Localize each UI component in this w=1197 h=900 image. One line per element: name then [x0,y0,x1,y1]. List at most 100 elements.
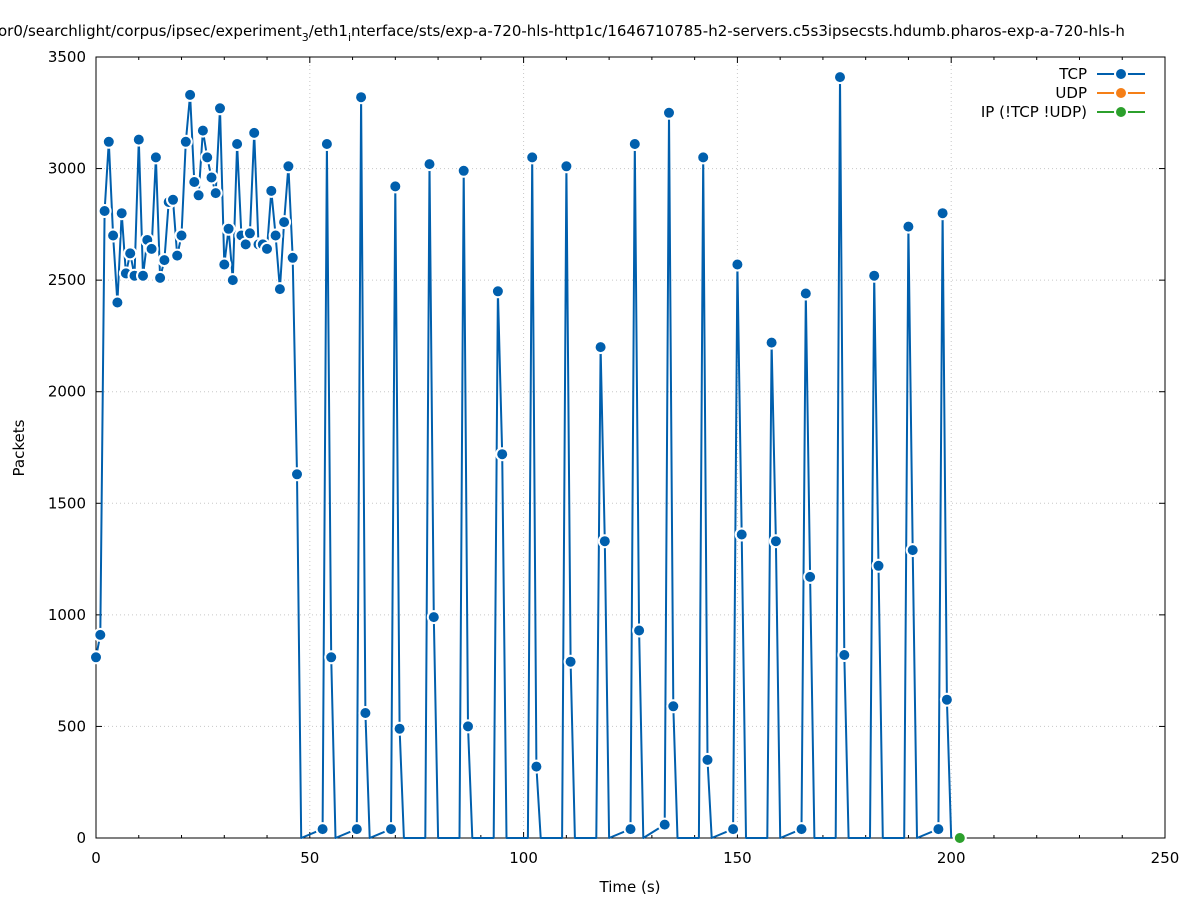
x-axis-label: Time (s) [599,878,661,896]
data-point [148,150,163,165]
data-point [456,163,471,178]
data-point [426,610,441,625]
data-point [623,822,638,837]
data-point [833,70,847,85]
data-point [285,250,300,265]
plot-frame [95,56,1166,839]
data-point [187,175,202,189]
data-point [213,101,227,116]
legend-label: IP (!TCP !UDP) [981,103,1087,121]
data-point [242,226,257,241]
data-point [136,268,150,283]
series-layer [89,70,967,845]
data-point [354,90,369,105]
data-point [939,692,954,707]
data-point [319,137,334,151]
data-point [768,534,783,549]
data-point [490,284,505,299]
data-point [110,295,125,310]
data-point [734,527,749,542]
data-point [794,822,809,837]
data-point [696,150,711,165]
data-point [461,719,475,734]
data-point [106,228,121,243]
data-point [495,447,510,462]
data-point [764,335,779,350]
series-ip [952,831,967,845]
data-point [277,215,292,230]
data-point [798,286,813,301]
y-tick-label: 500 [57,717,86,735]
legend-label: TCP [1058,65,1087,83]
legend-marker [1114,105,1128,119]
data-point [101,134,116,149]
data-point [166,192,180,207]
data-point [208,186,223,201]
data-point [901,219,916,234]
data-point [200,150,215,165]
data-point [268,228,283,243]
data-point [632,623,647,638]
data-point [730,257,745,272]
data-point [388,179,403,194]
data-point [559,159,574,174]
y-tick-label: 1500 [48,494,86,512]
x-tick-label: 50 [300,849,319,867]
y-tick-label: 1000 [48,606,86,624]
data-point [422,157,437,172]
data-point [195,123,210,138]
data-point [97,204,112,218]
data-point [247,125,262,140]
data-point [281,159,296,174]
series-tcp [89,70,954,839]
data-point [837,648,852,662]
data-point [131,132,146,147]
data-point [662,105,676,120]
data-point [563,654,578,669]
data-point [657,817,672,832]
legend-marker [1114,67,1128,81]
data-point [217,257,232,272]
data-point [89,650,103,665]
data-point [384,822,398,837]
data-point [221,221,236,236]
data-point [290,467,304,482]
data-point [871,558,886,573]
legend-label: UDP [1055,84,1087,102]
data-point [935,206,950,221]
data-point [803,569,818,584]
x-tick-label: 200 [937,849,966,867]
data-point [170,248,185,263]
x-tick-label: 0 [91,849,101,867]
data-point [230,137,245,151]
chart-title: or0/searchlight/corpus/ipsec/experiment3… [0,22,1125,44]
data-point [114,206,129,221]
data-point [272,282,287,297]
data-point [349,822,364,837]
data-point [315,822,330,837]
y-tick-label: 2000 [48,383,86,401]
data-point [525,150,540,165]
data-point [324,650,339,665]
data-point [123,246,138,261]
data-point [93,627,108,642]
data-point [593,340,608,355]
data-point [867,268,882,283]
tick-labels: 0 50 100 150 200 2500500100015002000250030003… [48,48,1180,867]
x-tick-label: 150 [723,849,752,867]
data-point [905,543,920,558]
data-point [264,183,279,198]
data-point [191,188,206,203]
x-tick-label: 250 [1151,849,1180,867]
data-point [260,241,274,256]
data-point [392,721,407,736]
y-tick-label: 2500 [48,271,86,289]
data-point [157,253,172,268]
data-point [153,270,168,285]
data-point [358,706,373,720]
data-point [666,699,681,714]
data-point [700,752,715,767]
data-point [183,87,198,102]
